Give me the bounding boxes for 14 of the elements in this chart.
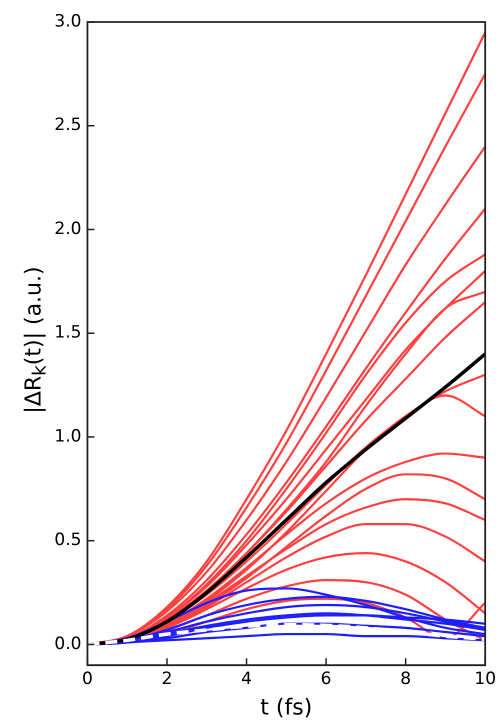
x-tick-label: 8 bbox=[400, 668, 412, 689]
x-tick-label: 0 bbox=[82, 668, 93, 689]
y-tick-label: 0.0 bbox=[54, 634, 82, 654]
x-tick-label: 6 bbox=[320, 668, 332, 689]
y-tick-label: 2.5 bbox=[54, 115, 82, 136]
y-tick-label: 0.5 bbox=[54, 530, 82, 550]
x-axis-title: t (fs) bbox=[260, 696, 312, 721]
x-tick-label: 2 bbox=[162, 668, 172, 689]
y-tick-label: 1.5 bbox=[54, 322, 82, 343]
y-tick-label: 3.0 bbox=[54, 11, 82, 32]
y-tick-label: 2.0 bbox=[54, 218, 82, 239]
x-tick-label: 4 bbox=[241, 668, 252, 689]
y-tick-label: 1.0 bbox=[54, 426, 82, 446]
x-tick-label: 10 bbox=[474, 668, 496, 689]
